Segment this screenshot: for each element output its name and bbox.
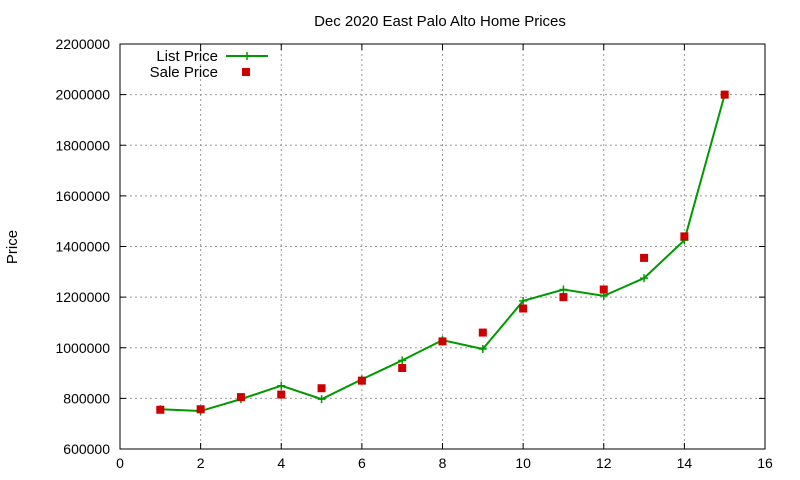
sale-price-point bbox=[599, 285, 608, 294]
list-price-point bbox=[277, 381, 286, 390]
sale-price-point bbox=[156, 405, 165, 414]
sale-price-point bbox=[519, 304, 528, 313]
plot-frame bbox=[119, 43, 766, 450]
sale-price-point bbox=[559, 293, 568, 302]
sale-price-point bbox=[398, 364, 407, 372]
x-tick-label: 14 bbox=[677, 455, 693, 471]
y-tick-label: 1600000 bbox=[55, 188, 110, 204]
legend-swatch-sale-price bbox=[242, 68, 250, 76]
chart-title: Dec 2020 East Palo Alto Home Prices bbox=[314, 13, 566, 30]
legend-label-sale-price: Sale Price bbox=[150, 64, 218, 81]
sale-price-point bbox=[236, 393, 245, 402]
y-tick-label: 2000000 bbox=[55, 87, 110, 103]
sale-price-point bbox=[478, 328, 487, 337]
sale-price-point bbox=[640, 253, 649, 262]
sale-price-point bbox=[277, 390, 286, 399]
x-tick-label: 16 bbox=[757, 455, 773, 471]
list-price-point bbox=[559, 285, 568, 294]
y-tick-label: 1200000 bbox=[55, 289, 110, 305]
x-tick-label: 10 bbox=[515, 455, 531, 471]
x-tick-label: 0 bbox=[116, 455, 124, 471]
y-tick-label: 1000000 bbox=[55, 340, 110, 356]
sale-price-point bbox=[357, 376, 366, 385]
sale-price-point bbox=[317, 384, 326, 393]
list-price-point bbox=[317, 395, 326, 404]
list-price-point bbox=[640, 274, 649, 283]
x-tick-label: 2 bbox=[197, 455, 205, 471]
legend-label-list-price: List Price bbox=[156, 48, 218, 65]
list-price-line bbox=[160, 94, 726, 413]
sale-price-point bbox=[196, 405, 205, 414]
sale-price-point bbox=[720, 90, 729, 99]
y-tick-label: 2200000 bbox=[55, 36, 110, 52]
x-tick-label: 8 bbox=[439, 455, 447, 471]
sale-price-point bbox=[438, 337, 447, 346]
y-axis-label: Price bbox=[4, 230, 21, 264]
x-tick-label: 6 bbox=[358, 455, 366, 471]
grid bbox=[120, 44, 765, 449]
axis-ticks: 0 2 4 6 8 10 12 14 16 600000 800000 1000000 1200000 1… bbox=[55, 36, 773, 471]
y-tick-label: 600000 bbox=[63, 441, 110, 457]
list-price-point bbox=[478, 345, 487, 354]
series bbox=[156, 90, 729, 416]
x-tick-label: 4 bbox=[277, 455, 285, 471]
y-tick-label: 800000 bbox=[63, 390, 110, 406]
x-tick-label: 12 bbox=[596, 455, 612, 471]
y-tick-label: 1400000 bbox=[55, 239, 110, 255]
sale-price-point bbox=[680, 232, 689, 241]
list-price-point bbox=[398, 356, 407, 365]
y-tick-label: 1800000 bbox=[55, 137, 110, 153]
list-price-point bbox=[519, 296, 528, 305]
